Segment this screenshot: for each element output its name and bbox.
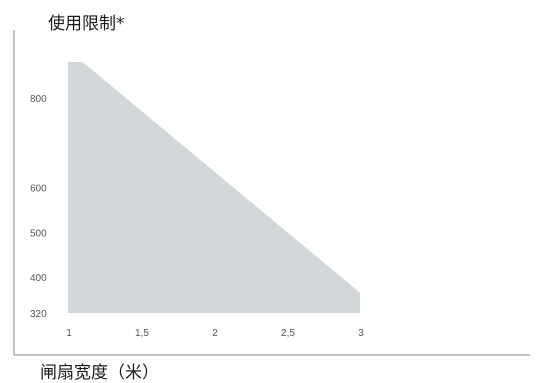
x-tick-label: 1,5 [135, 328, 149, 339]
usage-limit-area [68, 62, 360, 313]
y-tick-label: 800 [30, 94, 47, 105]
y-tick-label: 400 [30, 273, 47, 284]
y-tick-label: 500 [30, 228, 47, 239]
x-axis-label-backdrop [36, 357, 206, 383]
y-tick-label: 320 [30, 309, 47, 320]
x-tick-labels: 1 1,5 2 2,5 3 [66, 328, 364, 339]
x-axis-label: 闸扇宽度（米） [40, 363, 159, 383]
y-tick-labels: 320 400 500 600 800 [30, 94, 47, 320]
x-tick-label: 2,5 [281, 328, 295, 339]
x-tick-label: 3 [358, 328, 364, 339]
chart-title: 使用限制* [48, 13, 125, 34]
x-tick-label: 1 [66, 328, 72, 339]
y-tick-label: 600 [30, 184, 47, 195]
x-tick-label: 2 [212, 328, 218, 339]
